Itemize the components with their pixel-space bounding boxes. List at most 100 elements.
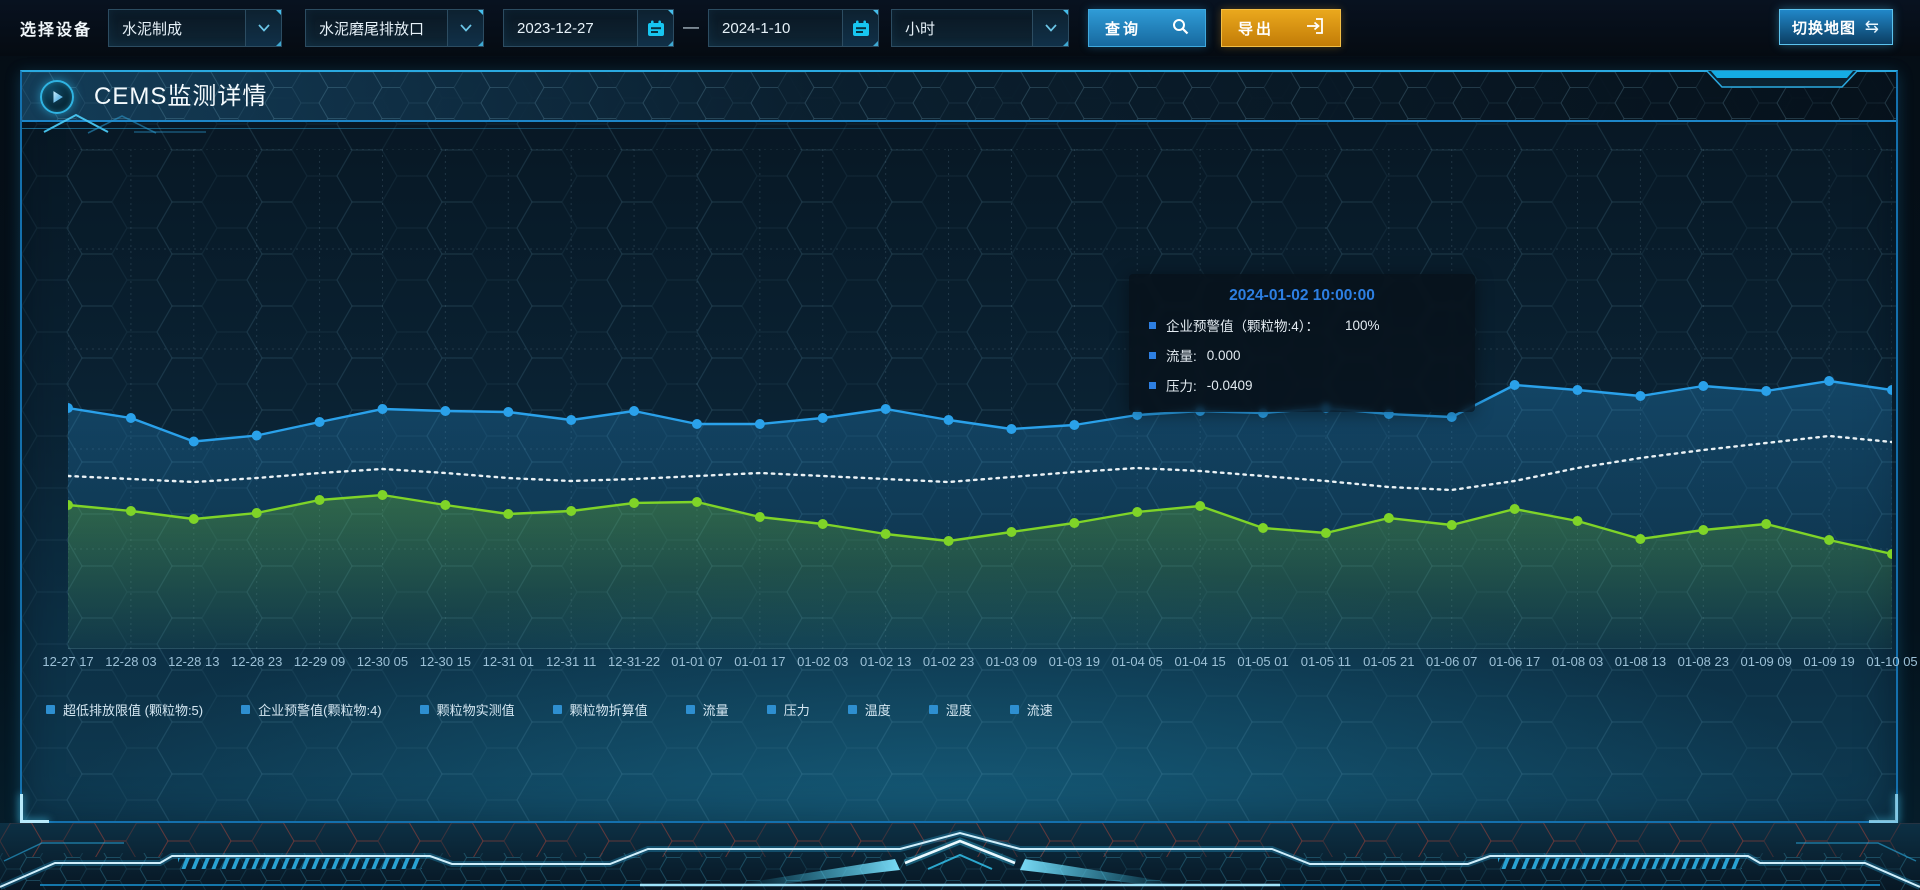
data-point[interactable] bbox=[1698, 381, 1709, 391]
calendar-icon[interactable] bbox=[637, 10, 674, 46]
data-point[interactable] bbox=[1132, 507, 1143, 517]
data-point[interactable] bbox=[1320, 528, 1331, 538]
cems-line-chart[interactable] bbox=[68, 149, 1892, 649]
data-point[interactable] bbox=[1887, 549, 1892, 559]
data-point[interactable] bbox=[943, 415, 954, 425]
date-range-separator: — bbox=[683, 19, 700, 36]
data-point[interactable] bbox=[1824, 376, 1835, 386]
data-point[interactable] bbox=[1258, 523, 1269, 533]
legend-item[interactable]: 流速 bbox=[1009, 700, 1053, 719]
data-point[interactable] bbox=[817, 413, 828, 423]
data-point[interactable] bbox=[943, 536, 954, 546]
data-point[interactable] bbox=[251, 430, 262, 441]
data-point[interactable] bbox=[377, 490, 388, 500]
legend-item[interactable]: 压力 bbox=[766, 700, 810, 719]
chevron-down-icon[interactable] bbox=[447, 10, 484, 46]
data-point[interactable] bbox=[440, 500, 451, 510]
legend-item[interactable]: 流量 bbox=[685, 700, 729, 719]
switch-map-button[interactable]: 切换地图 ⇆ bbox=[1779, 9, 1893, 45]
data-point[interactable] bbox=[314, 495, 325, 505]
data-point[interactable] bbox=[566, 506, 577, 516]
chart-tooltip: 2024-01-02 10:00:00 企业预警值（颗粒物:4）： 100% 流… bbox=[1129, 274, 1475, 412]
calendar-icon[interactable] bbox=[842, 10, 879, 46]
chevron-down-icon[interactable] bbox=[245, 10, 282, 46]
x-axis-label: 12-28 23 bbox=[231, 654, 283, 669]
data-point[interactable] bbox=[1761, 386, 1772, 396]
start-date-picker[interactable]: 2023-12-27 bbox=[503, 9, 675, 47]
legend-label: 压力 bbox=[783, 703, 810, 718]
tooltip-label: 压力: bbox=[1166, 379, 1197, 394]
legend-item[interactable]: 企业预警值(颗粒物:4) bbox=[241, 700, 382, 719]
legend-label: 湿度 bbox=[945, 703, 972, 718]
data-point[interactable] bbox=[880, 404, 891, 414]
data-point[interactable] bbox=[1887, 385, 1892, 395]
interval-select[interactable]: 小时 bbox=[891, 9, 1070, 47]
legend-item[interactable]: 湿度 bbox=[928, 700, 972, 719]
x-axis-label: 01-04 15 bbox=[1174, 654, 1226, 669]
data-point[interactable] bbox=[629, 498, 640, 508]
x-axis-label: 01-02 13 bbox=[859, 654, 912, 669]
x-axis-label: 01-02 23 bbox=[922, 654, 975, 669]
end-date-picker[interactable]: 2024-1-10 bbox=[708, 9, 880, 47]
data-point[interactable] bbox=[1006, 424, 1017, 434]
data-point[interactable] bbox=[251, 508, 262, 518]
legend-item[interactable]: 超低排放限值 (颗粒物:5) bbox=[46, 700, 203, 719]
data-point[interactable] bbox=[1635, 534, 1646, 544]
x-axis-label: 01-06 07 bbox=[1426, 654, 1478, 669]
data-point[interactable] bbox=[125, 413, 136, 423]
x-axis-label: 12-30 15 bbox=[419, 654, 472, 669]
legend-item[interactable]: 温度 bbox=[847, 700, 891, 719]
data-point[interactable] bbox=[754, 512, 765, 522]
data-point[interactable] bbox=[503, 407, 514, 417]
page-title: CEMS监测详情 bbox=[94, 83, 268, 110]
data-point[interactable] bbox=[1446, 520, 1457, 530]
data-point[interactable] bbox=[125, 506, 136, 516]
data-point[interactable] bbox=[68, 500, 73, 510]
data-point[interactable] bbox=[188, 514, 199, 524]
data-point[interactable] bbox=[566, 415, 577, 425]
x-axis-label: 12-31 01 bbox=[482, 654, 534, 669]
legend-item[interactable]: 颗粒物折算值 bbox=[552, 700, 648, 719]
data-point[interactable] bbox=[691, 419, 702, 429]
data-point[interactable] bbox=[1069, 420, 1080, 430]
data-point[interactable] bbox=[1069, 518, 1080, 528]
query-button[interactable]: 查询 bbox=[1088, 9, 1207, 47]
data-point[interactable] bbox=[817, 519, 828, 529]
x-axis: 12-27 17 12-28 03 12-28 13 12-28 23 12-29 09… bbox=[42, 654, 1917, 672]
data-point[interactable] bbox=[1635, 391, 1646, 401]
data-point[interactable] bbox=[1572, 516, 1583, 526]
x-axis-label: 01-02 03 bbox=[797, 654, 849, 669]
data-point[interactable] bbox=[68, 403, 73, 413]
export-button[interactable]: 导出 bbox=[1221, 9, 1342, 47]
data-point[interactable] bbox=[754, 419, 765, 429]
legend-marker-icon bbox=[241, 705, 251, 714]
outlet-select[interactable]: 水泥磨尾排放口 bbox=[305, 9, 485, 47]
chevron-down-icon[interactable] bbox=[1032, 10, 1069, 46]
data-point[interactable] bbox=[1383, 513, 1394, 523]
data-point[interactable] bbox=[314, 417, 325, 427]
play-icon[interactable] bbox=[40, 80, 74, 114]
data-point[interactable] bbox=[1006, 527, 1017, 537]
x-axis-label: 12-30 05 bbox=[356, 654, 409, 669]
data-point[interactable] bbox=[188, 436, 199, 447]
data-point[interactable] bbox=[691, 497, 702, 507]
data-point[interactable] bbox=[377, 404, 388, 414]
legend-item[interactable]: 颗粒物实测值 bbox=[419, 700, 515, 719]
data-point[interactable] bbox=[1509, 380, 1520, 390]
header-notch-decoration bbox=[1706, 70, 1858, 88]
data-point[interactable] bbox=[1132, 410, 1143, 420]
data-point[interactable] bbox=[503, 509, 514, 519]
data-point[interactable] bbox=[1698, 525, 1709, 535]
data-point[interactable] bbox=[880, 529, 891, 539]
data-point[interactable] bbox=[1824, 535, 1835, 545]
data-point[interactable] bbox=[1509, 504, 1520, 514]
x-axis-label: 01-04 05 bbox=[1111, 654, 1163, 669]
data-point[interactable] bbox=[1761, 519, 1772, 529]
data-point[interactable] bbox=[440, 406, 451, 416]
data-point[interactable] bbox=[1572, 385, 1583, 395]
device-select[interactable]: 水泥制成 bbox=[108, 9, 283, 47]
data-point[interactable] bbox=[1195, 501, 1206, 511]
data-point[interactable] bbox=[629, 406, 640, 416]
legend-label: 企业预警值(颗粒物:4) bbox=[258, 703, 382, 718]
data-point[interactable] bbox=[1446, 412, 1457, 422]
